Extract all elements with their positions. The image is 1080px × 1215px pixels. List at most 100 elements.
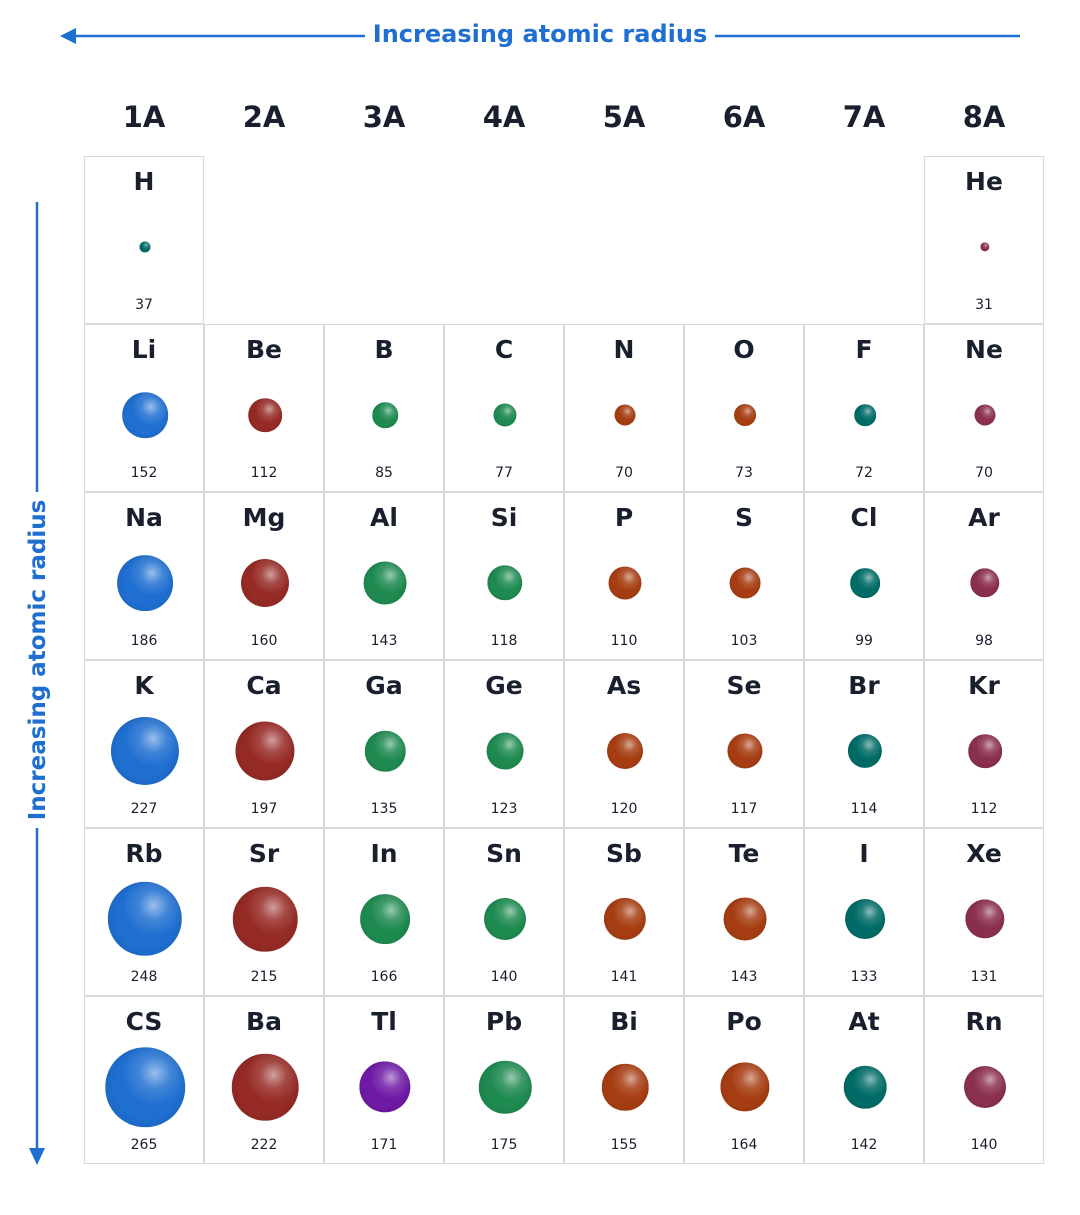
element-cell-sr: Sr 215 (204, 828, 324, 996)
element-symbol: Ba (246, 1007, 282, 1036)
element-symbol: As (606, 671, 642, 700)
atomic-radius-value: 85 (375, 465, 393, 481)
element-cell-as: As 120 (564, 660, 684, 828)
atom-sphere (964, 1066, 1006, 1108)
arrow-left-icon (60, 28, 76, 44)
element-cell-rn: Rn 140 (924, 996, 1044, 1164)
element-cell-pb: Pb 175 (444, 996, 564, 1164)
atomic-radius-value: 133 (850, 969, 878, 985)
element-cell-tl: Tl 171 (324, 996, 444, 1164)
element-cell-at: At 142 (804, 996, 924, 1164)
atom-sphere (607, 733, 643, 769)
atom-sphere (241, 559, 289, 607)
atomic-radius-value: 112 (250, 465, 278, 481)
element-symbol: Si (490, 503, 518, 532)
element-cell-o: O 73 (684, 324, 804, 492)
atom-sphere (364, 730, 406, 772)
element-cell-xe: Xe 131 (924, 828, 1044, 996)
element-symbol: C (494, 335, 514, 364)
element-symbol: Ge (485, 671, 523, 700)
atom-sphere (487, 565, 523, 601)
atom-sphere (139, 241, 151, 253)
element-symbol: He (965, 167, 1003, 196)
atomic-radius-value: 70 (975, 465, 993, 481)
atom-sphere (484, 898, 526, 940)
atom-sphere (968, 734, 1002, 768)
atom-sphere (729, 567, 761, 599)
atom-sphere (478, 1060, 532, 1114)
atom-sphere (845, 899, 885, 939)
atomic-radius-value: 118 (490, 633, 518, 649)
element-cell-al: Al 143 (324, 492, 444, 660)
atomic-radius-value: 166 (370, 969, 398, 985)
atom-sphere (360, 894, 410, 944)
element-symbol: Tl (371, 1007, 397, 1036)
atom-sphere (970, 568, 1000, 598)
atomic-radius-value: 222 (250, 1137, 278, 1153)
element-cell-cl: Cl 99 (804, 492, 924, 660)
element-cell-ne: Ne 70 (924, 324, 1044, 492)
element-symbol: At (848, 1007, 880, 1036)
element-symbol: F (855, 335, 873, 364)
element-symbol: Te (728, 839, 760, 868)
group-header-4a: 4A (482, 100, 526, 134)
atomic-radius-value: 164 (730, 1137, 758, 1153)
element-symbol: Br (848, 671, 880, 700)
atom-sphere (843, 1065, 887, 1109)
atomic-radius-value: 31 (975, 297, 993, 313)
atom-sphere (854, 404, 876, 426)
element-cell-in: In 166 (324, 828, 444, 996)
element-cell-te: Te 143 (684, 828, 804, 996)
atomic-radius-value: 171 (370, 1137, 398, 1153)
atomic-radius-value: 98 (975, 633, 993, 649)
element-symbol: B (374, 335, 394, 364)
atomic-radius-value: 135 (370, 801, 398, 817)
element-cell-sn: Sn 140 (444, 828, 564, 996)
element-symbol: Sb (606, 839, 642, 868)
atom-sphere (110, 716, 180, 786)
atom-sphere (965, 899, 1005, 939)
atom-sphere (603, 897, 647, 941)
atom-sphere (105, 1047, 185, 1127)
atom-sphere (372, 402, 398, 428)
horizontal-trend-label: Increasing atomic radius (0, 20, 1080, 48)
element-symbol: Ar (968, 503, 1000, 532)
element-symbol: Bi (610, 1007, 638, 1036)
element-symbol: Pb (485, 1007, 523, 1036)
atom-sphere (107, 881, 183, 957)
atomic-radius-value: 265 (130, 1137, 158, 1153)
element-cell-ba: Ba 222 (204, 996, 324, 1164)
atom-sphere (231, 1053, 299, 1121)
element-cell-rb: Rb 248 (84, 828, 204, 996)
atom-sphere (493, 403, 517, 427)
element-symbol: Ca (246, 671, 282, 700)
element-cell-k: K 227 (84, 660, 204, 828)
atomic-radius-value: 117 (730, 801, 758, 817)
atom-sphere (614, 404, 636, 426)
atomic-radius-value: 227 (130, 801, 158, 817)
element-cell-cs: CS 265 (84, 996, 204, 1164)
element-symbol: H (133, 167, 155, 196)
atomic-radius-value: 215 (250, 969, 278, 985)
group-header-6a: 6A (722, 100, 766, 134)
element-cell-li: Li 152 (84, 324, 204, 492)
group-header-8a: 8A (962, 100, 1006, 134)
element-symbol: Sn (486, 839, 522, 868)
group-header-2a: 2A (242, 100, 286, 134)
atomic-radius-value: 73 (735, 465, 753, 481)
element-symbol: Xe (966, 839, 1002, 868)
atomic-radius-value: 103 (730, 633, 758, 649)
atom-sphere (486, 732, 524, 770)
element-cell-po: Po 164 (684, 996, 804, 1164)
element-cell-b: B 85 (324, 324, 444, 492)
element-symbol: Na (125, 503, 163, 532)
element-symbol: Rb (125, 839, 163, 868)
element-symbol: Se (726, 671, 762, 700)
element-cell-h: H 37 (84, 156, 204, 324)
atom-sphere (235, 721, 295, 781)
arrow-down-icon (29, 1148, 45, 1165)
atomic-radius-value: 131 (970, 969, 998, 985)
atomic-radius-value: 123 (490, 801, 518, 817)
element-cell-be: Be 112 (204, 324, 324, 492)
element-symbol: Kr (968, 671, 1000, 700)
